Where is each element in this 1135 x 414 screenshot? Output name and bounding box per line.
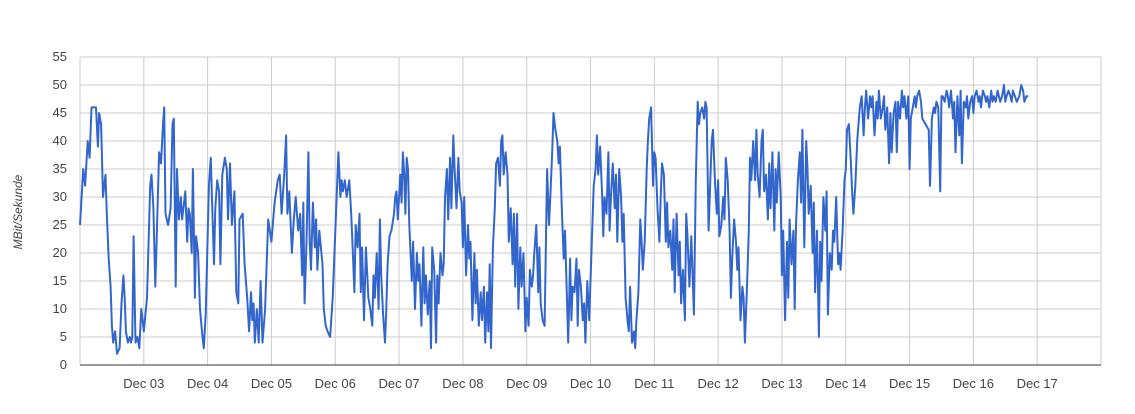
- y-tick-label: 50: [53, 77, 67, 92]
- y-tick-label: 45: [53, 105, 67, 120]
- y-tick-label: 35: [53, 161, 67, 176]
- y-axis-label: MBit/Sekunde: [11, 174, 25, 249]
- x-tick-label: Dec 15: [889, 376, 930, 391]
- x-tick-label: Dec 08: [442, 376, 483, 391]
- x-axis-ticks: Dec 03 Dec 04 Dec 05 Dec 06 Dec 07 Dec 08 Dec …: [123, 376, 1058, 391]
- y-tick-label: 5: [60, 329, 67, 344]
- x-tick-label: Dec 03: [123, 376, 164, 391]
- x-tick-label: Dec 07: [378, 376, 419, 391]
- y-axis-ticks: 0 5 10 15 20 25 30 35 40 45 50 55: [53, 49, 67, 372]
- x-tick-label: Dec 13: [761, 376, 802, 391]
- x-tick-label: Dec 11: [634, 376, 674, 391]
- y-tick-label: 40: [53, 133, 67, 148]
- x-tick-label: Dec 09: [506, 376, 547, 391]
- y-tick-label: 20: [53, 245, 67, 260]
- y-tick-label: 15: [53, 273, 67, 288]
- x-tick-label: Dec 12: [698, 376, 739, 391]
- x-tick-label: Dec 10: [570, 376, 611, 391]
- x-tick-label: Dec 04: [187, 376, 228, 391]
- y-tick-label: 30: [53, 189, 67, 204]
- x-tick-label: Dec 17: [1017, 376, 1058, 391]
- y-tick-label: 10: [53, 301, 67, 316]
- x-tick-label: Dec 16: [953, 376, 994, 391]
- x-tick-label: Dec 05: [251, 376, 292, 391]
- y-tick-label: 55: [53, 49, 67, 64]
- y-tick-label: 25: [53, 217, 67, 232]
- series-group: [79, 84, 1029, 355]
- x-tick-label: Dec 14: [825, 376, 866, 391]
- series-line: [79, 84, 1029, 355]
- y-tick-label: 0: [60, 357, 67, 372]
- x-tick-label: Dec 06: [315, 376, 356, 391]
